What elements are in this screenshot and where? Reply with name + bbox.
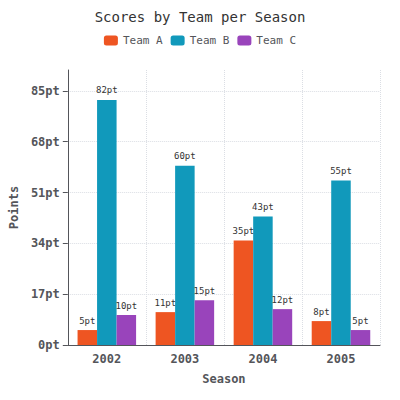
- svg-text:5pt: 5pt: [352, 316, 368, 326]
- svg-text:Scores by Team per Season: Scores by Team per Season: [95, 9, 306, 25]
- svg-text:Team B: Team B: [190, 34, 230, 47]
- svg-text:8pt: 8pt: [313, 307, 329, 317]
- svg-text:82pt: 82pt: [96, 85, 118, 95]
- svg-text:15pt: 15pt: [194, 286, 216, 296]
- svg-text:60pt: 60pt: [174, 151, 196, 161]
- svg-text:55pt: 55pt: [330, 166, 352, 176]
- svg-text:Team A: Team A: [123, 34, 163, 47]
- svg-text:0pt: 0pt: [38, 338, 60, 352]
- svg-text:2005: 2005: [327, 352, 356, 366]
- svg-text:34pt: 34pt: [31, 236, 60, 250]
- svg-text:2002: 2002: [92, 352, 121, 366]
- svg-text:51pt: 51pt: [31, 186, 60, 200]
- svg-text:11pt: 11pt: [155, 298, 177, 308]
- svg-text:Season: Season: [202, 372, 245, 386]
- svg-text:43pt: 43pt: [252, 202, 274, 212]
- svg-text:12pt: 12pt: [272, 295, 294, 305]
- svg-text:2003: 2003: [170, 352, 199, 366]
- svg-text:10pt: 10pt: [115, 301, 137, 311]
- svg-text:68pt: 68pt: [31, 135, 60, 149]
- svg-text:5pt: 5pt: [79, 316, 95, 326]
- svg-text:17pt: 17pt: [31, 287, 60, 301]
- svg-text:Points: Points: [7, 186, 21, 229]
- svg-text:Team C: Team C: [256, 34, 296, 47]
- svg-text:35pt: 35pt: [233, 226, 255, 236]
- svg-text:2004: 2004: [248, 352, 277, 366]
- svg-text:85pt: 85pt: [31, 84, 60, 98]
